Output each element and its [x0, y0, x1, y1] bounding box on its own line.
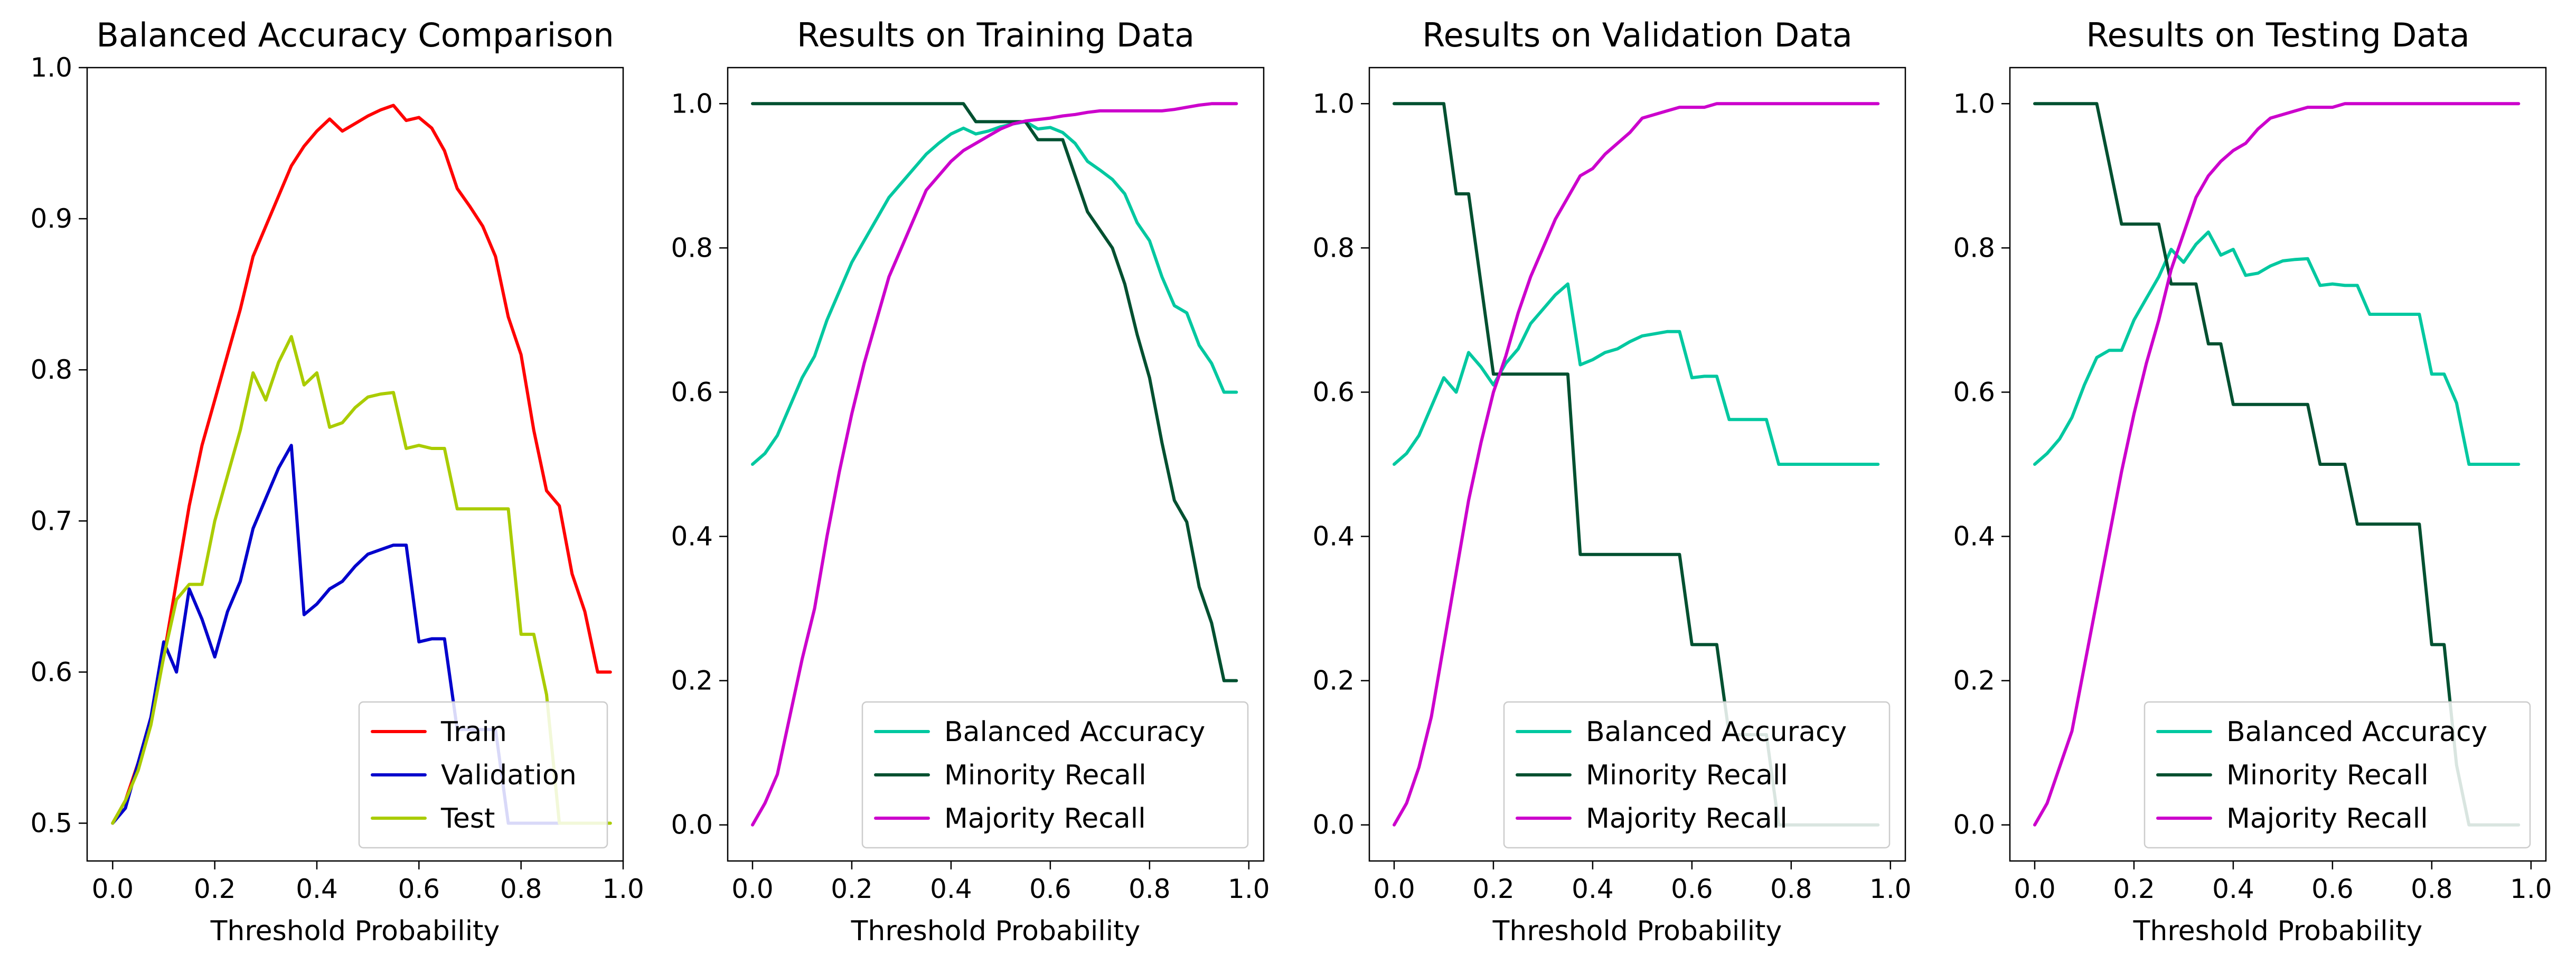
chart-title: Results on Testing Data: [2086, 16, 2469, 54]
y-tick-label: 0.4: [1312, 521, 1355, 552]
series-line-train: [111, 104, 612, 825]
x-tick-label: 0.6: [1671, 874, 1713, 904]
chart-title: Results on Validation Data: [1422, 16, 1852, 54]
x-tick-label: 0.4: [2212, 874, 2254, 904]
x-tick-label: 0.6: [1029, 874, 1071, 904]
x-tick-label: 0.8: [2411, 874, 2453, 904]
y-tick-label: 0.8: [1953, 232, 1995, 263]
legend-label: Majority Recall: [2226, 803, 2428, 835]
y-tick-label: 0.6: [671, 377, 713, 407]
axes-frame: [2009, 67, 2547, 862]
x-axis-label: Threshold Probability: [2133, 915, 2423, 947]
chart-panel-2: Results on Training Data 0.0 0.2 0.4 0.6 0.8 1…: [671, 16, 1270, 947]
legend-label: Balanced Accuracy: [944, 716, 1205, 748]
chart-panel-4: Results on Testing Data 0.0 0.2 0.4 0.6 0.8 1.…: [1953, 16, 2552, 947]
series-line-majority-recall: [751, 102, 1238, 827]
y-tick-label: 0.7: [30, 505, 72, 536]
x-tick-label: 0.2: [1472, 874, 1515, 904]
legend: Train Validation Test: [358, 701, 608, 849]
legend-label: Minority Recall: [944, 760, 1146, 791]
legend-label: Test: [440, 803, 495, 835]
y-tick-label: 0.9: [30, 203, 72, 234]
y-tick-label: 0.0: [671, 810, 713, 840]
chart-panel-3: Results on Validation Data 0.0 0.2 0.4 0.6 0.…: [1312, 16, 1911, 947]
legend: Balanced Accuracy Minority Recall Majority…: [1503, 701, 1891, 849]
y-tick-label: 0.2: [1953, 666, 1995, 696]
y-tick-label: 0.5: [30, 808, 72, 838]
x-tick-label: 0.2: [194, 874, 236, 904]
x-tick-label: 0.0: [2014, 874, 2056, 904]
legend-label: Train: [440, 716, 507, 748]
y-tick-label: 0.6: [1953, 377, 1995, 407]
x-axis-label: Threshold Probability: [1492, 915, 1782, 947]
series-line-minority-recall: [751, 102, 1238, 682]
chart-panel-1: Balanced Accuracy Comparison 0.0 0.2 0.4 0.6…: [30, 16, 644, 947]
legend: Balanced Accuracy Minority Recall Majority…: [2143, 701, 2531, 849]
series-line-balanced-accuracy: [2033, 230, 2521, 466]
chart-title: Results on Training Data: [797, 16, 1195, 54]
y-tick-label: 0.8: [671, 232, 713, 263]
series-line-balanced-accuracy: [1393, 282, 1880, 466]
x-axis-label: Threshold Probability: [210, 915, 500, 947]
legend-label: Minority Recall: [2226, 760, 2429, 791]
series-line-balanced-accuracy: [751, 120, 1238, 466]
x-tick-label: 0.4: [1572, 874, 1614, 904]
legend-label: Majority Recall: [944, 803, 1146, 835]
x-tick-label: 1.0: [2510, 874, 2552, 904]
axes-frame: [1368, 67, 1906, 862]
y-tick-label: 1.0: [30, 52, 72, 83]
legend-box: [358, 701, 608, 849]
y-tick-label: 1.0: [1953, 88, 1995, 119]
x-tick-label: 0.4: [296, 874, 338, 904]
x-tick-label: 1.0: [602, 874, 644, 904]
y-tick-label: 0.2: [1312, 666, 1355, 696]
y-tick-label: 0.8: [30, 354, 72, 385]
y-tick-label: 0.0: [1953, 810, 1995, 840]
x-axis-label: Threshold Probability: [851, 915, 1141, 947]
x-tick-label: 0.4: [930, 874, 972, 904]
legend-label: Majority Recall: [1586, 803, 1788, 835]
series-line-test: [111, 335, 612, 825]
x-tick-label: 0.2: [831, 874, 873, 904]
y-tick-label: 0.2: [671, 666, 713, 696]
axes-frame: [727, 67, 1265, 862]
x-tick-label: 0.6: [2311, 874, 2354, 904]
y-tick-label: 0.4: [671, 521, 713, 552]
x-tick-label: 1.0: [1869, 874, 1912, 904]
x-tick-label: 0.0: [1373, 874, 1415, 904]
x-tick-label: 0.8: [500, 874, 542, 904]
legend-box: [861, 701, 1249, 849]
y-tick-label: 1.0: [671, 88, 713, 119]
x-tick-label: 0.6: [398, 874, 440, 904]
y-tick-label: 0.6: [30, 657, 72, 687]
x-tick-label: 0.0: [731, 874, 774, 904]
y-tick-label: 0.4: [1953, 521, 1995, 552]
legend: Balanced Accuracy Minority Recall Majority…: [861, 701, 1249, 849]
axes-frame: [86, 67, 624, 862]
series-line-majority-recall: [2033, 102, 2521, 827]
legend-label: Balanced Accuracy: [2226, 716, 2487, 748]
series-line-minority-recall: [2033, 102, 2521, 827]
legend-label: Minority Recall: [1586, 760, 1788, 791]
series-line-majority-recall: [1393, 102, 1880, 827]
x-tick-label: 0.8: [1770, 874, 1812, 904]
chart-title: Balanced Accuracy Comparison: [96, 16, 614, 54]
x-tick-label: 0.0: [92, 874, 134, 904]
x-tick-label: 0.2: [2113, 874, 2155, 904]
x-tick-label: 1.0: [1228, 874, 1270, 904]
y-tick-label: 0.0: [1312, 810, 1355, 840]
y-tick-label: 1.0: [1312, 88, 1355, 119]
y-tick-label: 0.6: [1312, 377, 1355, 407]
legend-label: Balanced Accuracy: [1586, 716, 1847, 748]
legend-box: [2143, 701, 2531, 849]
legend-label: Validation: [441, 760, 577, 791]
x-tick-label: 0.8: [1129, 874, 1171, 904]
legend-box: [1503, 701, 1891, 849]
y-tick-label: 0.8: [1312, 232, 1355, 263]
